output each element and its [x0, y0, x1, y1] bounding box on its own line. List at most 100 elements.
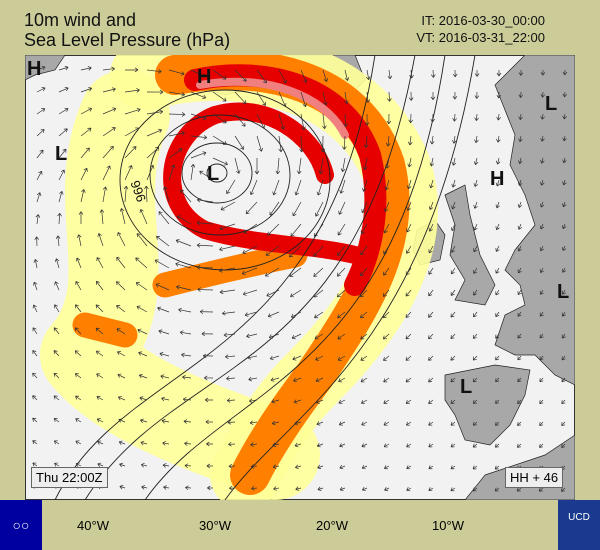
wind-arrow: [495, 311, 500, 318]
wind-arrow: [199, 170, 214, 181]
wind-arrow: [181, 352, 192, 358]
wind-arrow: [450, 245, 456, 253]
wind-arrow: [405, 333, 412, 340]
wind-arrow: [540, 157, 545, 164]
wind-arrow: [360, 267, 368, 277]
wind-arrow: [249, 398, 258, 404]
wind-arrow: [339, 464, 346, 470]
wind-arrow: [383, 245, 390, 255]
high-center: H: [490, 168, 504, 190]
wind-arrow: [385, 157, 390, 169]
wind-arrow: [204, 397, 214, 403]
wind-arrow: [242, 245, 258, 254]
wind-arrow: [278, 91, 287, 107]
wind-arrow: [97, 440, 104, 445]
wind-arrow: [450, 487, 456, 492]
wind-arrow: [223, 332, 236, 338]
wind-arrow: [344, 69, 350, 81]
wind-arrow: [102, 107, 117, 115]
wind-arrow: [225, 354, 236, 359]
wind-arrow: [339, 179, 346, 194]
wind-arrow: [176, 284, 192, 291]
wind-arrow: [212, 135, 227, 145]
wind-arrow: [264, 267, 280, 277]
wind-arrow: [271, 398, 280, 404]
wind-arrow: [247, 355, 258, 360]
wind-arrow: [234, 157, 241, 174]
low-center: L: [557, 281, 569, 303]
wind-arrow: [473, 157, 479, 165]
wind-arrow: [313, 223, 324, 237]
wind-arrow: [496, 69, 502, 77]
wind-arrow: [313, 289, 324, 298]
wind-arrow: [58, 65, 69, 71]
wind-arrow: [561, 377, 566, 383]
wind-arrow: [265, 245, 280, 256]
wind-arrow: [361, 486, 368, 492]
wind-arrow: [314, 311, 324, 319]
wind-arrow: [473, 201, 478, 209]
wind-arrow: [162, 441, 170, 446]
wind-arrow: [75, 281, 82, 291]
wind-arrow: [254, 158, 260, 175]
wind-arrow: [472, 399, 478, 404]
wind-arrow: [119, 462, 126, 468]
wind-arrow: [168, 112, 186, 117]
valid-day-label: Thu 22:00Z: [31, 467, 108, 488]
wind-arrow: [360, 311, 368, 319]
wind-arrow: [408, 113, 413, 124]
wind-arrow: [360, 289, 368, 298]
wind-arrow: [115, 281, 126, 291]
wind-arrow: [315, 377, 324, 383]
wind-arrow: [290, 223, 302, 237]
wind-arrow: [76, 234, 82, 247]
wind-arrow: [517, 333, 522, 339]
wind-arrow: [562, 113, 567, 120]
wind-arrow: [229, 485, 236, 491]
wind-arrow: [317, 464, 324, 470]
wind-arrow: [226, 179, 236, 194]
wind-arrow: [518, 113, 523, 121]
wind-arrow: [144, 185, 149, 203]
wind-arrow: [270, 377, 280, 382]
wind-arrow: [496, 135, 501, 143]
wind-arrow: [138, 351, 148, 357]
forecast-hour-label: HH + 46: [505, 467, 564, 488]
wind-arrow: [75, 462, 82, 467]
wind-arrow: [361, 201, 368, 214]
wind-arrow: [256, 69, 267, 84]
wind-arrow: [383, 443, 390, 448]
title-line-2: Sea Level Pressure (hPa): [24, 30, 231, 50]
low-center: L: [460, 376, 472, 398]
wind-arrow: [450, 377, 456, 383]
wind-arrow: [562, 135, 567, 142]
pressure-centers: H H L L H L L L 996: [27, 58, 569, 398]
wind-arrow: [494, 487, 500, 492]
wind-arrow: [36, 108, 46, 115]
wind-arrow: [540, 179, 545, 186]
wind-arrow: [474, 113, 479, 121]
wind-arrow: [540, 135, 545, 142]
wind-arrow: [278, 135, 284, 153]
wind-arrow: [539, 377, 544, 383]
wind-arrow: [382, 333, 390, 340]
wind-arrow: [384, 201, 390, 212]
wind-arrow: [32, 327, 38, 335]
wind-arrow: [75, 304, 82, 313]
wind-arrow: [158, 211, 170, 225]
wind-arrow: [405, 311, 412, 318]
wind-arrow: [429, 179, 434, 189]
lon-tick-10w: 10°W: [432, 518, 464, 533]
wind-arrow: [268, 333, 280, 339]
wind-arrow: [275, 157, 281, 175]
wind-arrow: [124, 127, 140, 137]
wind-arrow: [159, 352, 170, 357]
wind-arrow: [384, 486, 390, 492]
wind-arrow: [245, 201, 258, 215]
wind-arrow: [428, 443, 434, 448]
mcc-logo: ○○: [0, 500, 42, 550]
wind-arrow: [408, 91, 414, 101]
wind-arrow: [517, 311, 522, 317]
wind-arrow: [146, 69, 162, 74]
